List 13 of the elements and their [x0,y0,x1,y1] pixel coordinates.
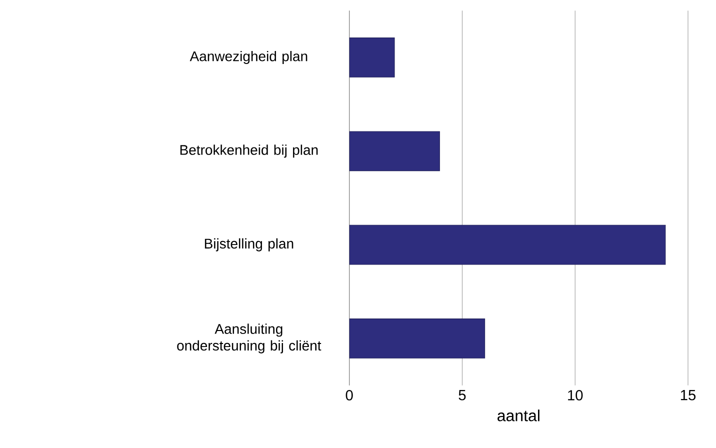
y-tick-label: Aansluiting ondersteuning bij cliënt [177,324,322,354]
bar [349,131,440,172]
bar [349,38,395,78]
x-tick-label: 15 [680,390,696,400]
y-tick-label: Bijstelling plan [204,238,294,252]
y-tick-label: Aanwezigheid plan [190,50,308,64]
y-tick-label: Betrokkenheid bij plan [180,144,318,158]
bar [349,224,666,265]
x-tick-label: 10 [568,390,583,400]
x-tick-label: 0 [346,390,353,400]
x-tick-label: 5 [458,390,466,400]
x-axis-title: aantal [498,410,540,422]
bar [349,318,486,358]
